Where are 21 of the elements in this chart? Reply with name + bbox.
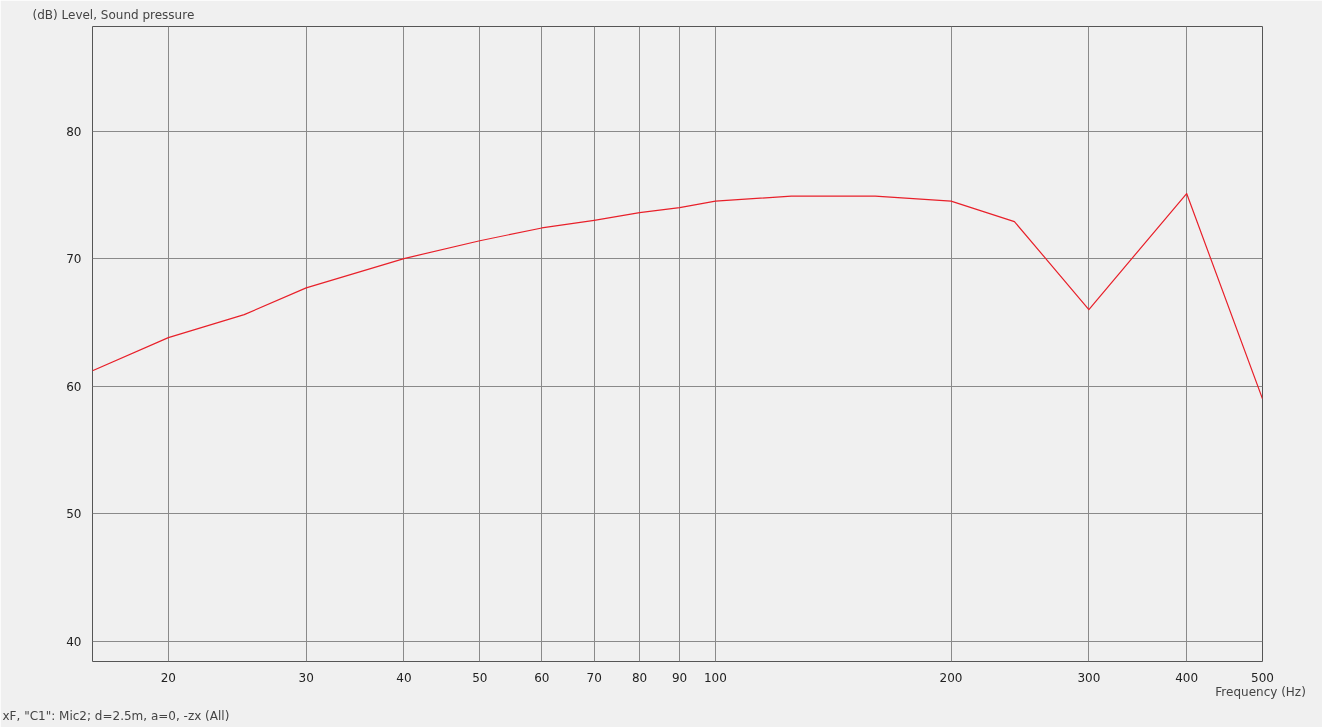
x-tick-label: 200 (939, 670, 963, 685)
x-tick-label: 90 (671, 670, 688, 685)
x-tick-label: 30 (298, 670, 314, 685)
y-tick-label: 80 (66, 124, 82, 139)
x-tick-label: 50 (472, 670, 488, 685)
x-tick-label: 300 (1077, 670, 1101, 685)
x-tick-label: 70 (586, 670, 602, 685)
x-tick-label: 500 (1251, 670, 1274, 685)
y-tick-label: 70 (66, 252, 82, 267)
text: xF, "C1": Mic2; d=2.5m, a=0, -zx (All) (2, 708, 230, 723)
y-axis-title: (dB) Level, Sound pressure (32, 7, 195, 22)
y-tick-label: 40 (66, 634, 82, 649)
x-tick-label: 40 (396, 670, 412, 685)
x-tick-label: 20 (160, 670, 176, 685)
y-tick-label: 60 (66, 379, 82, 394)
x-tick-label: 80 (631, 670, 648, 685)
x-tick-label: 100 (703, 670, 727, 685)
x-axis-title: Frequency (Hz) (1215, 684, 1306, 699)
x-tick-label: 60 (534, 670, 550, 685)
y-tick-label: 50 (66, 507, 82, 522)
x-tick-label: 400 (1175, 670, 1199, 685)
